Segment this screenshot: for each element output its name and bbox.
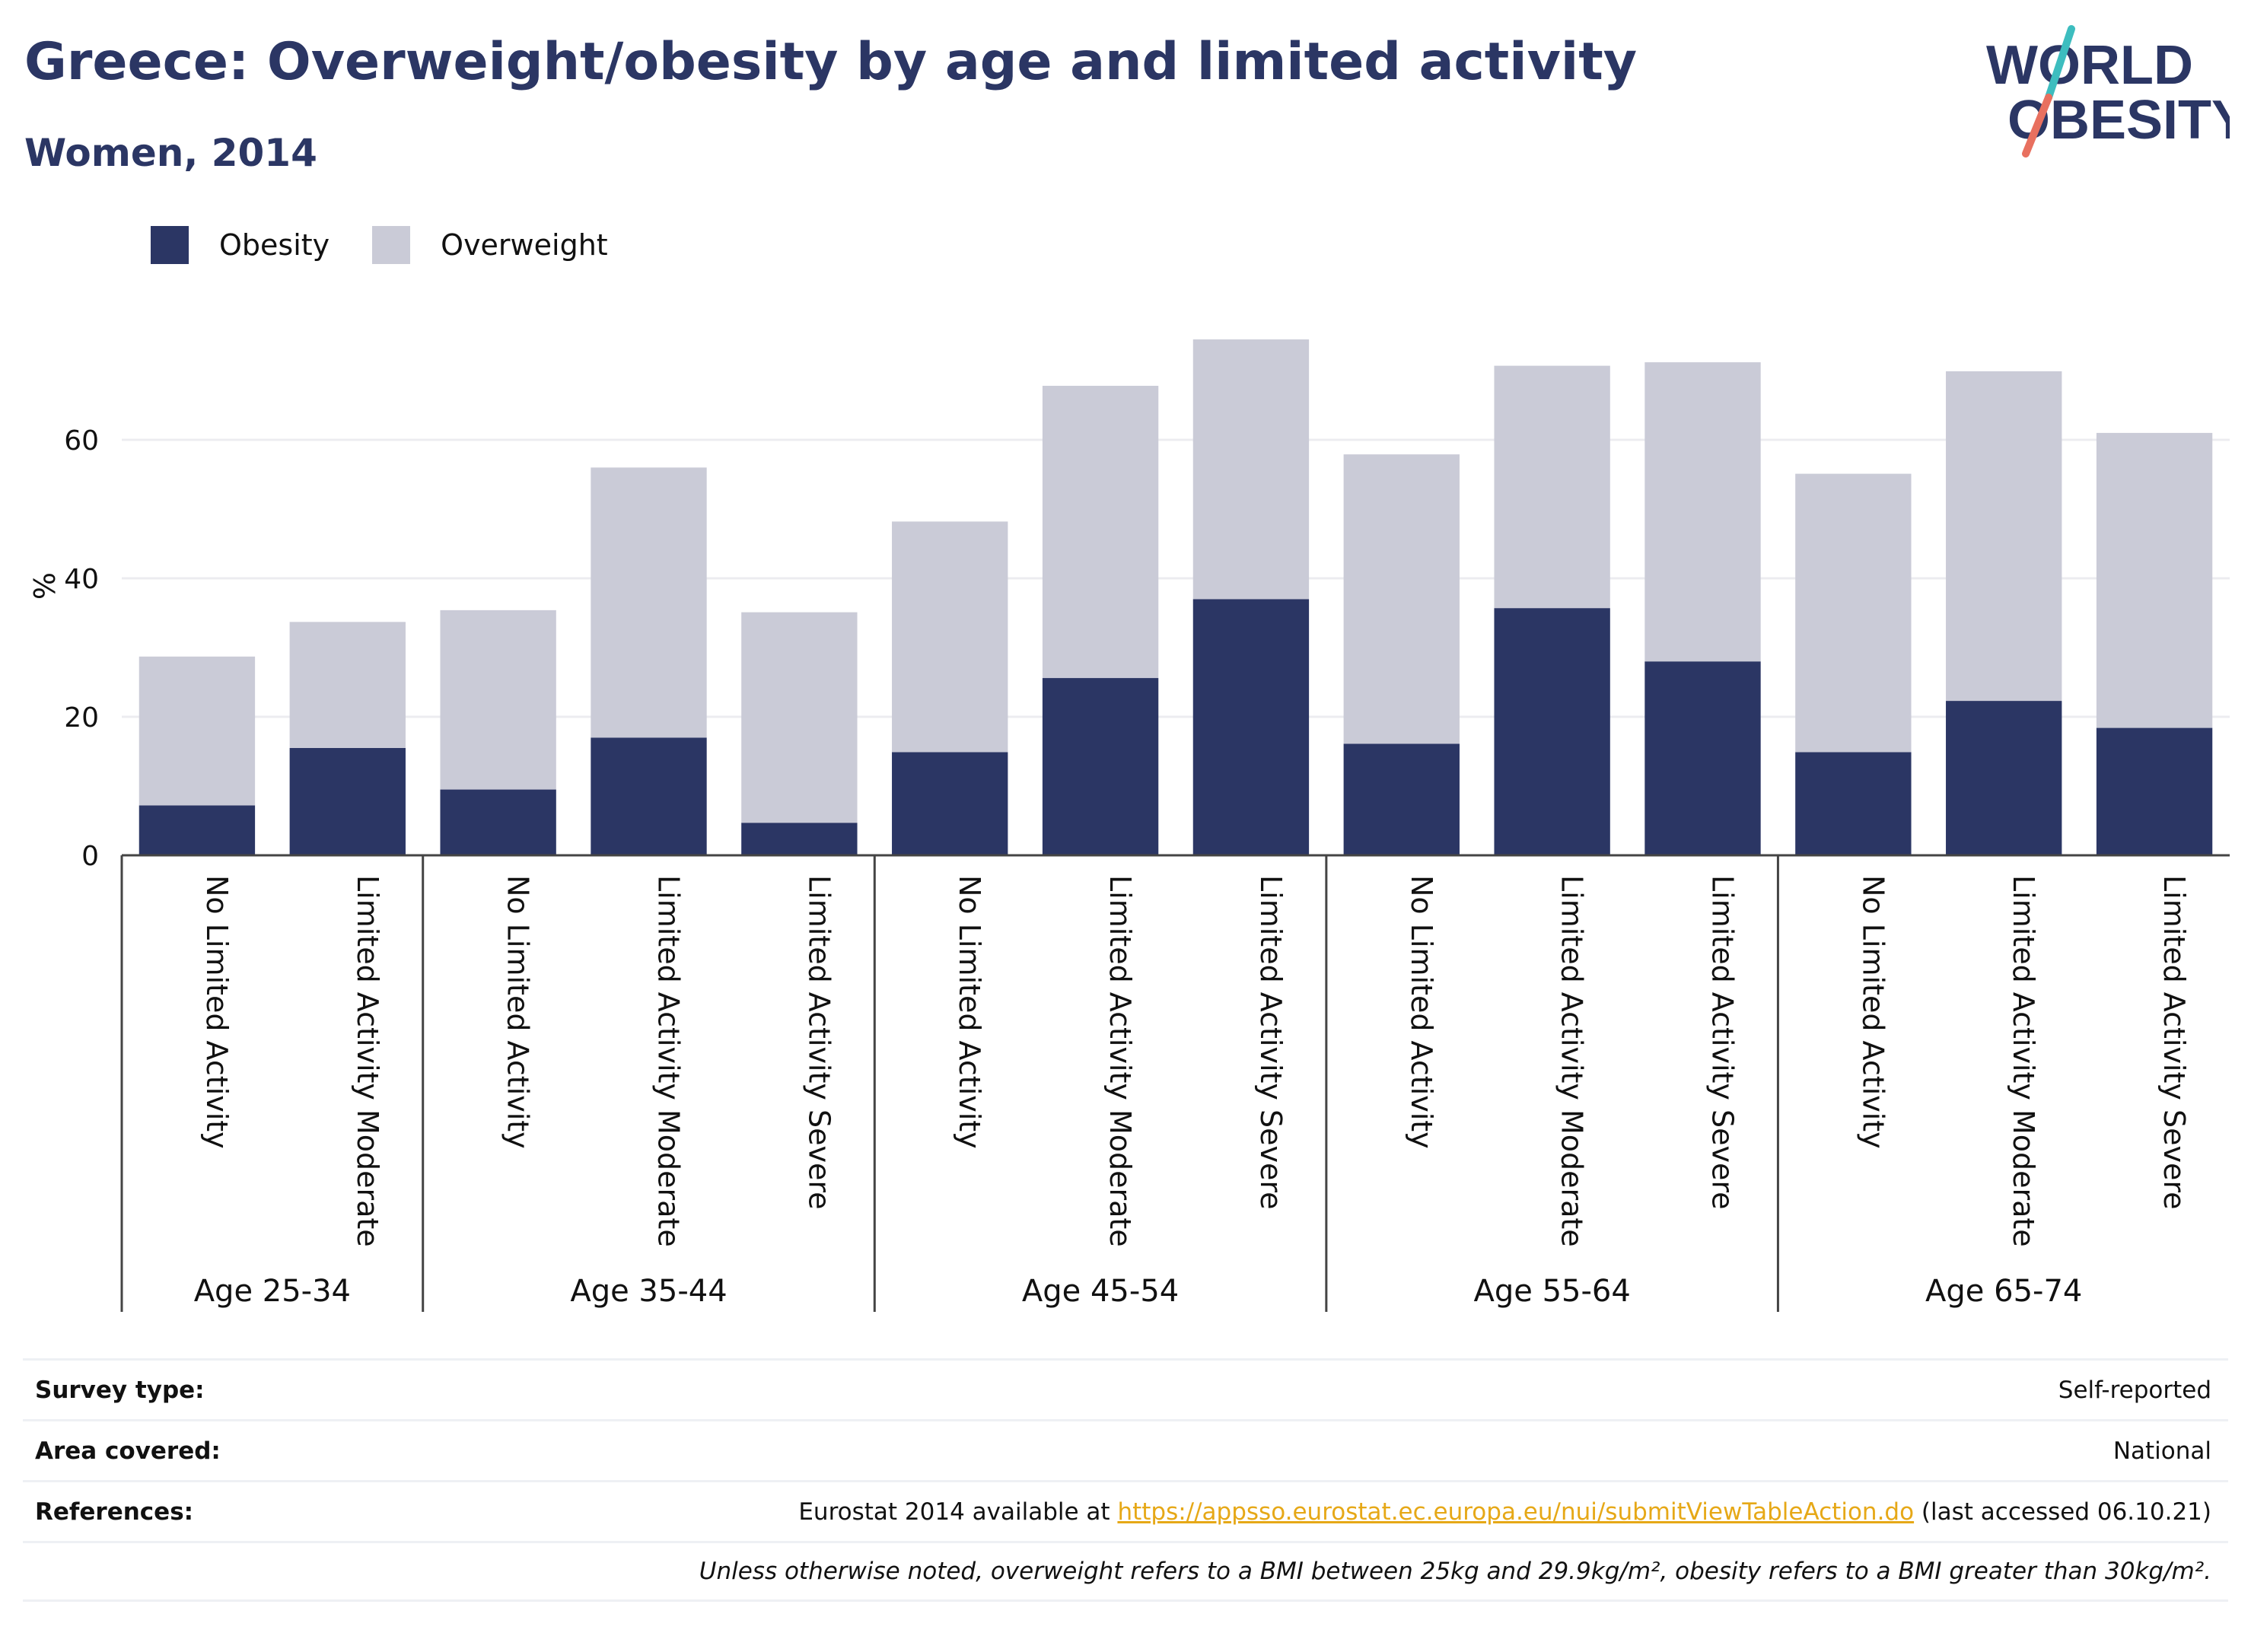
references-label: References:	[35, 1498, 194, 1526]
x-group-label: Age 25-34	[194, 1274, 351, 1309]
x-group-label: Age 45-54	[1022, 1274, 1179, 1309]
x-category-label: Limited Activity Severe	[802, 875, 836, 1210]
world-obesity-logo: WORLD OBESITY	[1986, 25, 2230, 158]
bar-overweight	[1946, 371, 2062, 702]
bar-obesity	[1042, 678, 1159, 855]
x-category-label: Limited Activity Severe	[1254, 875, 1288, 1210]
survey-type-value: Self-reported	[2058, 1376, 2211, 1404]
bar-overweight	[1644, 362, 1761, 662]
y-tick-label: 60	[64, 425, 99, 457]
bar-overweight	[892, 521, 1008, 753]
bar-overweight	[1795, 473, 1912, 753]
info-table: Survey type: Self-reported Area covered:…	[23, 1358, 2228, 1602]
bar-obesity	[1795, 752, 1912, 855]
bar-overweight	[1494, 365, 1610, 609]
bar-overweight	[1343, 454, 1460, 744]
bar-obesity	[289, 747, 406, 855]
x-category-label: Limited Activity Moderate	[1555, 875, 1589, 1247]
bar-obesity	[591, 737, 707, 855]
bar-overweight	[1192, 339, 1310, 600]
chart-legend: Obesity Overweight	[151, 224, 651, 266]
logo-slash-coral-icon	[2022, 94, 2052, 158]
bar-obesity	[1343, 743, 1460, 855]
x-category-label: No Limited Activity	[200, 875, 234, 1149]
x-category-label: Limited Activity Moderate	[1103, 875, 1137, 1247]
area-covered-label: Area covered:	[35, 1437, 221, 1465]
bar-overweight	[741, 612, 858, 823]
x-group-label: Age 65-74	[1925, 1274, 2082, 1309]
references-value: Eurostat 2014 available at https://appss…	[798, 1498, 2211, 1526]
info-row-survey-type: Survey type: Self-reported	[23, 1358, 2228, 1419]
y-axis-label: %	[28, 572, 62, 600]
legend-label-overweight: Overweight	[441, 228, 608, 262]
bar-obesity	[892, 752, 1008, 855]
y-tick-label: 0	[81, 841, 99, 872]
bar-obesity	[138, 805, 256, 855]
legend-item-overweight: Overweight	[372, 226, 608, 264]
logo-line1: WORLD	[1986, 35, 2193, 96]
x-category-label: Limited Activity Severe	[2157, 875, 2191, 1210]
info-row-area-covered: Area covered: National	[23, 1419, 2228, 1480]
legend-item-obesity: Obesity	[151, 226, 330, 264]
bar-obesity	[1192, 599, 1310, 855]
x-category-label: No Limited Activity	[501, 875, 535, 1149]
bar-obesity	[741, 823, 858, 855]
y-tick-label: 40	[64, 564, 99, 595]
bar-chart: 0 20 40 60% No Limited Activity Limited Activ…	[28, 339, 2230, 1312]
bar-obesity	[2096, 727, 2213, 855]
x-category-label: Limited Activity Severe	[1706, 875, 1740, 1210]
page-title: Greece: Overweight/obesity by age and li…	[24, 32, 1638, 92]
bar-obesity	[1644, 661, 1761, 855]
bar-overweight	[138, 656, 256, 806]
x-category-label: Limited Activity Moderate	[351, 875, 384, 1247]
x-group-label: Age 35-44	[570, 1274, 727, 1309]
logo-slash-teal-icon	[2045, 25, 2075, 101]
references-link[interactable]: https://appsso.eurostat.ec.europa.eu/nui…	[1117, 1498, 1915, 1526]
x-category-label: No Limited Activity	[1856, 875, 1890, 1149]
bar-overweight	[289, 622, 406, 748]
bar-obesity	[440, 789, 556, 855]
info-row-note: Unless otherwise noted, overweight refer…	[23, 1541, 2228, 1602]
page-subtitle: Women, 2014	[24, 131, 317, 175]
bar-overweight	[591, 467, 707, 738]
bar-overweight	[2096, 432, 2213, 728]
legend-swatch-obesity	[151, 226, 189, 264]
x-category-label: No Limited Activity	[1405, 875, 1438, 1149]
x-category-label: Limited Activity Moderate	[652, 875, 686, 1247]
bar-overweight	[1042, 386, 1159, 679]
survey-type-label: Survey type:	[35, 1376, 205, 1404]
references-prefix: Eurostat 2014 available at	[798, 1498, 1118, 1526]
x-group-label: Age 55-64	[1473, 1274, 1630, 1309]
references-suffix: (last accessed 06.10.21)	[1914, 1498, 2211, 1526]
info-row-references: References: Eurostat 2014 available at h…	[23, 1480, 2228, 1541]
bar-obesity	[1946, 701, 2062, 855]
y-tick-label: 20	[64, 702, 99, 734]
x-category-label: No Limited Activity	[953, 875, 986, 1149]
bar-overweight	[440, 610, 556, 790]
area-covered-value: National	[2113, 1437, 2211, 1465]
bmi-note: Unless otherwise noted, overweight refer…	[699, 1558, 2211, 1585]
bar-obesity	[1494, 608, 1610, 855]
legend-label-obesity: Obesity	[219, 228, 330, 262]
legend-swatch-overweight	[372, 226, 411, 264]
x-category-label: Limited Activity Moderate	[2007, 875, 2040, 1247]
